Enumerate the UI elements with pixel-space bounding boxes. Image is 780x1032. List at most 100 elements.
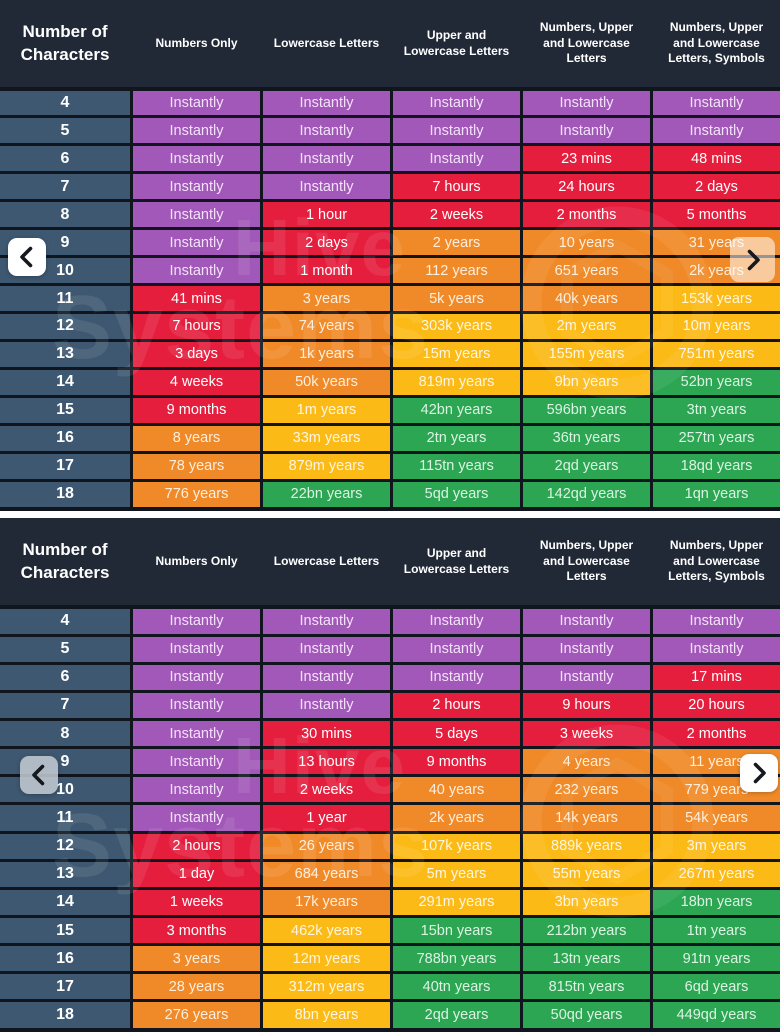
crack-time-cell: 91tn years [653, 946, 780, 972]
carousel-prev-button[interactable] [8, 238, 46, 276]
crack-time-cell: Instantly [523, 118, 650, 144]
crack-time-cell: 55m years [523, 861, 650, 887]
crack-time-cell: 2 years [393, 230, 520, 256]
crack-time-cell: Instantly [263, 118, 390, 144]
crack-time-cell: Instantly [133, 721, 260, 747]
crack-time-cell: 596bn years [523, 397, 650, 423]
crack-time-cell: 3tn years [653, 397, 780, 423]
char-count-cell: 7 [0, 692, 130, 719]
table-row: 7 Instantly Instantly 2 hours 9 hours 20 hour… [0, 691, 780, 719]
crack-time-cell: 40tn years [393, 974, 520, 1000]
char-count-cell: 12 [0, 833, 130, 859]
crack-time-cell: 18bn years [653, 889, 780, 916]
column-header-number-of-characters: Number of Characters [20, 539, 110, 582]
crack-time-cell: 2 months [653, 721, 780, 747]
crack-time-cell: 26 years [263, 833, 390, 859]
char-count-cell: 15 [0, 397, 130, 423]
column-header: Lowercase Letters [273, 553, 380, 568]
crack-time-cell: 2tn years [393, 425, 520, 451]
crack-time-cell: 153k years [653, 286, 780, 311]
carousel-prev-button[interactable] [20, 756, 58, 794]
char-count-cell: 14 [0, 369, 130, 395]
crack-time-cell: Instantly [523, 664, 650, 690]
crack-time-cell: 684 years [263, 861, 390, 887]
crack-time-cell: Instantly [263, 90, 390, 116]
crack-time-cell: 2 days [653, 174, 780, 200]
crack-time-cell: 1qn years [653, 481, 780, 507]
crack-time-cell: 2 months [523, 202, 650, 228]
table-row: 12 2 hours 26 years 107k years 889k years 3m … [0, 832, 780, 860]
chevron-right-icon [747, 249, 760, 270]
char-count-cell: 15 [0, 918, 130, 944]
crack-time-cell: Instantly [133, 777, 260, 803]
crack-time-cell: 74 years [263, 314, 390, 339]
char-count-cell: 5 [0, 118, 130, 144]
column-header: Numbers, Upper and Lowercase Letters, Sy… [668, 538, 765, 584]
char-count-cell: 8 [0, 721, 130, 747]
crack-time-cell: 5 days [393, 721, 520, 747]
crack-time-cell: 2m years [523, 314, 650, 339]
crack-time-cell: 155m years [523, 341, 650, 367]
crack-time-cell: Instantly [653, 608, 780, 634]
crack-time-cell: Instantly [523, 90, 650, 116]
crack-time-cell: 5qd years [393, 481, 520, 507]
table-row: 4 Instantly Instantly Instantly Instantly Ins… [0, 89, 780, 117]
table-row: 18 276 years 8bn years 2qd years 50qd years 4… [0, 1001, 780, 1029]
table-row: 16 3 years 12m years 788bn years 13tn years 9… [0, 945, 780, 973]
table-row: 16 8 years 33m years 2tn years 36tn years 257… [0, 424, 780, 452]
crack-time-cell: Instantly [133, 230, 260, 256]
crack-time-cell: Instantly [263, 636, 390, 662]
crack-time-cell: Instantly [263, 692, 390, 719]
table-rows: 4 Instantly Instantly Instantly Instantly Ins… [0, 87, 780, 511]
crack-time-cell: Instantly [133, 146, 260, 172]
column-header: Numbers, Upper and Lowercase Letters [539, 538, 634, 584]
crack-time-cell: Instantly [133, 692, 260, 719]
crack-time-cell: 2 weeks [393, 202, 520, 228]
carousel-next-button[interactable] [730, 237, 775, 282]
crack-time-cell: 14k years [523, 805, 650, 831]
crack-time-cell: 5 months [653, 202, 780, 228]
char-count-cell: 17 [0, 453, 130, 479]
crack-time-cell: 142qd years [523, 481, 650, 507]
crack-time-cell: 10m years [653, 314, 780, 339]
crack-time-cell: 52bn years [653, 369, 780, 395]
crack-time-cell: 48 mins [653, 146, 780, 172]
table-row: 13 3 days 1k years 15m years 155m years 751m … [0, 340, 780, 368]
crack-time-cell: 8bn years [263, 1002, 390, 1028]
char-count-cell: 11 [0, 805, 130, 831]
table-row: 15 9 months 1m years 42bn years 596bn years 3… [0, 396, 780, 424]
crack-time-cell: 449qd years [653, 1002, 780, 1028]
crack-time-cell: Instantly [653, 636, 780, 662]
crack-time-cell: 40k years [523, 286, 650, 311]
crack-time-cell: Instantly [133, 258, 260, 284]
table-rows: 4 Instantly Instantly Instantly Instantly Ins… [0, 605, 780, 1032]
crack-time-cell: 3 years [133, 946, 260, 972]
chevron-left-icon [32, 764, 45, 786]
crack-time-cell: 4 years [523, 749, 650, 775]
crack-time-cell: 276 years [133, 1002, 260, 1028]
table-row: 18 776 years 22bn years 5qd years 142qd year… [0, 480, 780, 508]
crack-time-cell: 1 month [263, 258, 390, 284]
column-header: Numbers, Upper and Lowercase Letters [539, 20, 634, 66]
crack-time-cell: 5m years [393, 861, 520, 887]
table-row: 11 Instantly 1 year 2k years 14k years 54k ye… [0, 804, 780, 832]
char-count-cell: 4 [0, 90, 130, 116]
crack-time-cell: 3 months [133, 918, 260, 944]
crack-time-cell: 3m years [653, 833, 780, 859]
crack-time-cell: 1 day [133, 861, 260, 887]
crack-time-cell: 23 mins [523, 146, 650, 172]
crack-time-cell: Instantly [263, 174, 390, 200]
crack-time-cell: 54k years [653, 805, 780, 831]
password-crack-time-table-top: Number of Characters Numbers Only Lowercas… [0, 0, 780, 511]
table-row: 5 Instantly Instantly Instantly Instantly Ins… [0, 117, 780, 145]
crack-time-cell: 20 hours [653, 692, 780, 719]
table-row: 6 Instantly Instantly Instantly Instantly 17 … [0, 663, 780, 691]
crack-time-cell: 112 years [393, 258, 520, 284]
crack-time-cell: 41 mins [133, 286, 260, 311]
table-row: 11 41 mins 3 years 5k years 40k years 153k ye… [0, 285, 780, 313]
crack-time-cell: 1 year [263, 805, 390, 831]
char-count-cell: 6 [0, 664, 130, 690]
chevron-right-icon [753, 762, 766, 784]
carousel-next-button[interactable] [740, 754, 778, 792]
table-row: 10 Instantly 1 month 112 years 651 years 2k y… [0, 257, 780, 285]
